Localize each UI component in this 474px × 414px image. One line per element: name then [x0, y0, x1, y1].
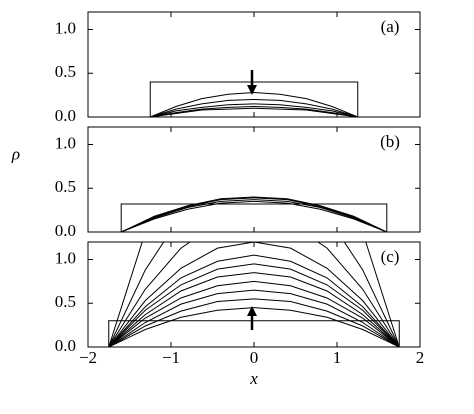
curve [108, 254, 400, 347]
lines [149, 81, 359, 117]
x-tick-label: −1 [162, 348, 180, 367]
lines [108, 242, 400, 347]
x-axis-label: x [249, 369, 258, 388]
y-tick-label: 1.0 [55, 248, 76, 267]
y-tick-label: 0.0 [55, 106, 76, 125]
curve [121, 200, 387, 232]
curve [108, 242, 400, 347]
curve [108, 298, 400, 347]
curve [108, 242, 400, 347]
panel-label: (b) [380, 132, 400, 151]
curve [120, 196, 388, 232]
curve [149, 81, 359, 117]
curve [108, 320, 400, 347]
plot-frame [87, 126, 421, 233]
y-tick-label: 0.5 [55, 62, 76, 81]
curve [108, 263, 400, 347]
curve [150, 105, 358, 117]
y-tick-label: 0.0 [55, 221, 76, 240]
plot-frame [87, 11, 421, 118]
curve [120, 203, 388, 232]
y-axis-label: ρ [11, 144, 20, 163]
x-tick-label: −2 [79, 348, 97, 367]
curve [108, 289, 400, 347]
plot-frame [87, 241, 421, 348]
y-tick-label: 1.0 [55, 18, 76, 37]
y-tick-label: 0.0 [55, 336, 76, 355]
curve [108, 242, 400, 347]
curve [150, 107, 358, 117]
panel: 0.0 0.5 1.0 (b) ρ [11, 126, 421, 240]
curve [108, 272, 400, 347]
x-tick-label: 1 [333, 348, 342, 367]
panel-label: (c) [381, 247, 400, 266]
curve [121, 199, 387, 232]
curve [108, 280, 400, 347]
y-tick-label: 1.0 [55, 133, 76, 152]
curve [150, 98, 358, 117]
curve [150, 103, 358, 117]
curve [120, 197, 388, 232]
lines [120, 196, 388, 232]
y-tick-label: 0.5 [55, 292, 76, 311]
y-tick-label: 0.5 [55, 177, 76, 196]
curve [108, 307, 400, 347]
x-tick-label: 0 [250, 348, 259, 367]
panel-label: (a) [381, 17, 400, 36]
panel: 0.0 0.5 1.0 (a) [55, 11, 421, 125]
x-tick-label: 2 [416, 348, 425, 367]
panel: 0.0 0.5 1.0 −2 −1 0 1 2 (c) x [55, 241, 425, 388]
